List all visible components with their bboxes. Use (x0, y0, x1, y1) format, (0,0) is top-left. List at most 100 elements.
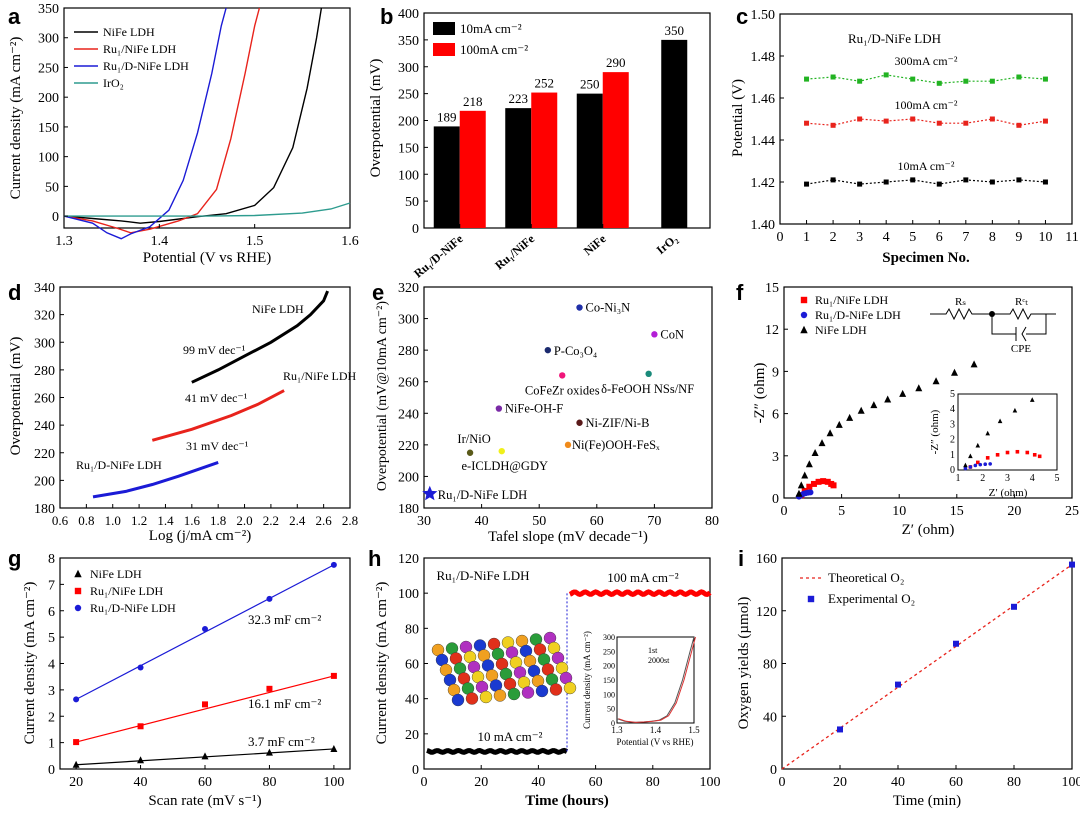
panel-e-ytick-label: 320 (398, 281, 419, 296)
panel-e-point (645, 370, 652, 378)
panel-g-ytick-label: 5 (48, 631, 55, 646)
panel-b-category-label: IrO₂ (654, 231, 681, 257)
panel-c-series-label: 300mA cm⁻² (895, 54, 958, 68)
panel-f-inset-point (995, 453, 1000, 457)
panel-f-ytick-label: 0 (772, 492, 779, 507)
panel-c-point (1042, 118, 1048, 124)
panel-g-point (201, 752, 209, 760)
panel-g-point (330, 561, 337, 568)
panel-e-ytick-label: 280 (398, 344, 419, 359)
panel-b-ytick-label: 100 (398, 168, 419, 183)
panel-e-point (576, 419, 583, 426)
panel-h-inset-ytick-label: 200 (603, 662, 615, 671)
panel-c-point (883, 118, 889, 124)
panel-f-inset-xtick-label: 2 (980, 473, 985, 484)
panel-c-point (910, 116, 916, 122)
panel-a-ytick-label: 200 (38, 91, 59, 106)
panel-f-legend-marker (800, 325, 808, 334)
panel-b-ytick-label: 200 (398, 115, 419, 130)
panel-i-point (1011, 603, 1017, 610)
panel-e-frame (423, 286, 713, 509)
panel-i-ytick-label: 0 (770, 763, 777, 778)
panel-g-ytick-label: 4 (48, 658, 55, 673)
panel-e-xtick-label: 50 (532, 514, 546, 529)
panel-f-inset-ytick-label: 4 (950, 404, 955, 415)
panel-letter-a: a (8, 4, 21, 29)
panel-f-xtick-label: 5 (838, 504, 845, 519)
panel-letter-i: i (738, 546, 744, 571)
panel-h-inset-ylabel: Current density (mA cm⁻²) (582, 631, 592, 729)
panel-g-ytick-label: 1 (48, 737, 55, 752)
panel-g-xtick-label: 80 (262, 775, 276, 790)
panel-d-xtick-label: 2.8 (342, 513, 358, 528)
panel-c-ytick-label: 1.42 (751, 176, 776, 191)
panel-f-inset-xtick-label: 1 (956, 473, 961, 484)
panel-d-ytick-label: 180 (34, 502, 55, 517)
panel-g-point (73, 696, 80, 703)
panel-h-inset-xtick-label: 1.3 (611, 725, 623, 735)
panel-g-point (330, 672, 337, 679)
panel-e-ytick-label: 240 (398, 407, 419, 422)
panel-f-inset-point (1029, 397, 1035, 402)
panel-h-ytick-label: 0 (412, 763, 419, 778)
panel-c-line (806, 118, 1046, 126)
panel-b-ytick-label: 50 (405, 195, 419, 210)
panel-g-point (137, 723, 144, 730)
crystal-atom (549, 683, 563, 696)
panel-letter-d: d (8, 280, 21, 305)
panel-c-line (806, 74, 1046, 84)
panel-a-ytick-label: 350 (38, 2, 59, 17)
panel-d-xtick-label: 1.4 (157, 513, 174, 528)
crystal-atom (507, 687, 521, 701)
panel-c-ytick-label: 1.50 (751, 8, 776, 23)
panel-a-ytick-label: 150 (38, 121, 59, 136)
panel-h-inset-xlabel: Potential (V vs RHE) (616, 737, 693, 747)
panel-e-xtick-label: 70 (647, 514, 661, 529)
panel-c-ylabel: Potential (V) (730, 79, 746, 157)
panel-c-point (857, 78, 863, 84)
panel-b-value-label: 189 (437, 109, 457, 124)
panel-c-point (1016, 122, 1022, 128)
panel-e-xtick-label: 40 (475, 514, 489, 529)
panel-c-point (883, 72, 889, 78)
panel-f-inset-xtick-label: 3 (1005, 473, 1010, 484)
panel-c-xtick-label: 2 (830, 230, 837, 245)
panel-c-point (910, 177, 916, 183)
panel-f-point (820, 478, 827, 485)
panel-e-point-label: Ir/NiO (457, 432, 490, 446)
panel-b-ytick-label: 400 (398, 7, 419, 22)
panel-h-inset-frame (616, 636, 695, 724)
panel-h-inset-ytick-label: 250 (603, 647, 615, 656)
panel-d-xtick-label: 2.2 (263, 513, 279, 528)
panel-e-point-label: δ-FeOOH NSs/NF (601, 382, 694, 396)
panel-f-point (835, 420, 843, 428)
panel-g-xlabel: Scan rate (mV s⁻¹) (148, 793, 261, 809)
panel-f-ytick-label: 6 (772, 408, 779, 423)
panel-c-point (910, 76, 916, 82)
crystal-atom (493, 689, 507, 702)
panel-b-value-label: 223 (509, 91, 529, 106)
panel-f-point (857, 406, 865, 414)
panel-f-inset-point (975, 442, 981, 448)
panel-h-inset-legend-label: 1st (648, 646, 658, 655)
panel-d-xtick-label: 2.0 (236, 513, 252, 528)
panel-c-xtick-label: 3 (856, 230, 863, 245)
panel-d-ytick-label: 200 (34, 474, 55, 489)
panel-a-line (63, 7, 227, 240)
panel-c-xtick-label: 11 (1065, 230, 1078, 245)
panel-f-point (818, 439, 826, 447)
panel-g-legend-label: Ru₁/D-NiFe LDH (90, 601, 176, 615)
panel-g-fit-line (75, 675, 335, 743)
crystal-atom (521, 686, 535, 699)
panel-b-ytick-label: 150 (398, 141, 419, 156)
panel-h-title: Ru₁/D-NiFe LDH (437, 568, 530, 583)
panel-a-xtick-label: 1.4 (151, 234, 169, 249)
panel-f-inset-point (978, 462, 983, 467)
panel-e-point-label: e-ICLDH@GDY (462, 459, 549, 473)
panel-f-inset-point (1012, 407, 1018, 413)
panel-g-point (266, 595, 273, 602)
panel-g-ylabel: Current density (mA cm⁻²) (22, 582, 38, 745)
panel-letter-h: h (368, 546, 381, 571)
panel-f-inset-point (1025, 450, 1030, 455)
panel-c-xtick-label: 4 (883, 230, 890, 245)
